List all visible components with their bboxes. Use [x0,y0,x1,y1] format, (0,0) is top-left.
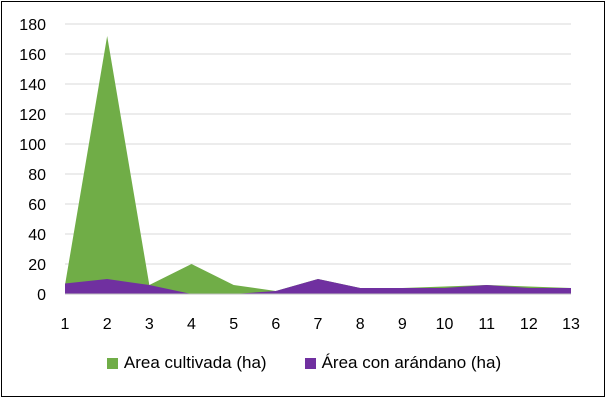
x-axis-tick-labels: 1 2 3 4 5 6 7 8 9 10 11 12 13 [61,316,580,333]
legend: Area cultivada (ha) Área con arándano (h… [0,353,608,373]
series-area-area-con-arandano [65,279,571,294]
y-tick-label-0: 0 [37,287,46,304]
y-axis-tick-labels: 0 20 40 60 80 100 120 140 160 180 [19,17,46,304]
y-tick-label-180: 180 [19,17,46,34]
x-tick-label-4: 4 [187,316,196,333]
x-tick-label-8: 8 [356,316,365,333]
y-tick-label-120: 120 [19,107,46,124]
x-tick-label-2: 2 [103,316,112,333]
y-tick-label-40: 40 [28,227,46,244]
x-tick-label-12: 12 [520,316,538,333]
x-tick-label-6: 6 [271,316,280,333]
x-tick-label-5: 5 [229,316,238,333]
y-tick-label-60: 60 [28,197,46,214]
legend-item-area-arandano: Área con arándano (ha) [304,353,502,373]
x-tick-label-10: 10 [436,316,454,333]
y-tick-label-100: 100 [19,137,46,154]
y-tick-label-20: 20 [28,257,46,274]
series-areas [65,36,571,295]
legend-swatch-area-arandano [304,357,316,369]
x-tick-label-13: 13 [562,316,580,333]
legend-label-area-arandano: Área con arándano (ha) [321,353,502,372]
x-tick-label-7: 7 [314,316,323,333]
x-tick-label-9: 9 [398,316,407,333]
y-tick-label-80: 80 [28,167,46,184]
x-tick-label-11: 11 [478,316,495,333]
x-tick-label-1: 1 [61,316,70,333]
series-area-area-cultivada [65,36,571,294]
y-tick-label-160: 160 [19,47,46,64]
legend-swatch-area-cultivada [106,357,118,369]
legend-label-area-cultivada: Area cultivada (ha) [123,353,267,372]
y-tick-label-140: 140 [19,77,46,94]
legend-item-area-cultivada: Area cultivada (ha) [106,353,267,373]
x-tick-label-3: 3 [145,316,154,333]
